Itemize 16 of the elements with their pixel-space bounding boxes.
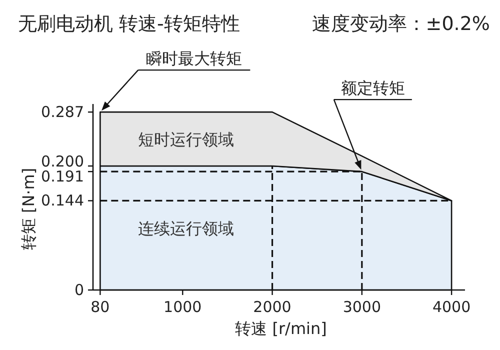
chart-subtitle: 速度变动率：±0.2% [312, 13, 490, 35]
x-tick-label: 3000 [342, 298, 382, 316]
y-tick-label: 0.144 [41, 192, 84, 210]
annotation: 额定转矩 [340, 78, 405, 98]
series-label: 短时运行领域 [138, 130, 234, 150]
x-tick-label: 2000 [253, 298, 292, 316]
y-tick-label: 0 [74, 281, 84, 299]
x-tick-label: 4000 [432, 298, 471, 316]
x-tick-label: 80 [90, 298, 110, 316]
series-label: 连续运行领域 [138, 219, 234, 238]
x-axis-title: 转速 [r/min] [235, 319, 327, 338]
y-axis-title: 转矩 [N·m] [19, 168, 38, 250]
annotation: 瞬时最大转矩 [146, 49, 242, 68]
x-tick-label: 1000 [164, 298, 202, 316]
y-tick-label: 0.287 [41, 103, 84, 122]
chart-title: 无刷电动机 转速-转矩特性 [18, 13, 240, 35]
